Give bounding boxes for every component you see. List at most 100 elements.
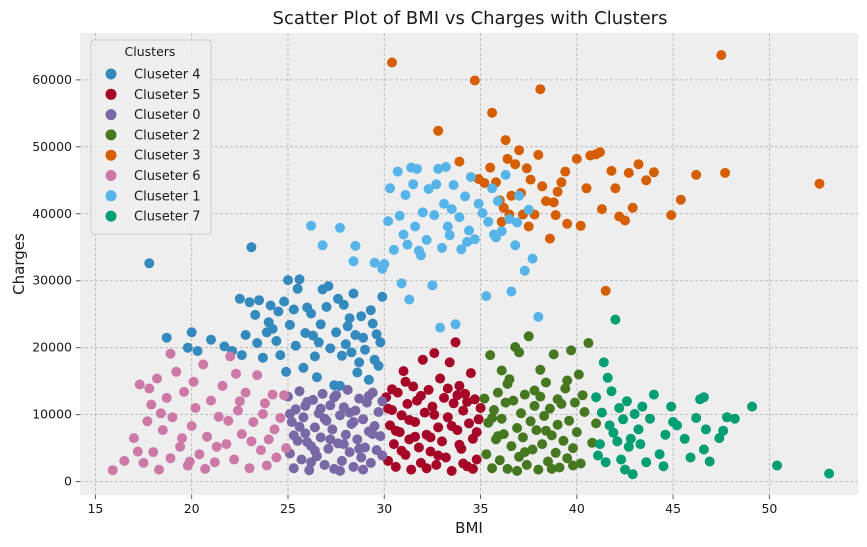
scatter-point xyxy=(544,403,555,414)
scatter-point xyxy=(623,441,634,452)
scatter-point xyxy=(209,457,220,468)
scatter-point xyxy=(413,442,424,453)
scatter-point xyxy=(444,357,455,368)
scatter-point xyxy=(410,221,421,232)
scatter-point xyxy=(456,244,467,255)
y-tick-label: 20000 xyxy=(32,340,72,355)
scatter-point xyxy=(587,437,598,448)
scatter-point xyxy=(729,413,740,424)
scatter-point xyxy=(591,392,602,403)
scatter-point xyxy=(465,368,476,379)
scatter-point xyxy=(533,311,544,322)
scatter-point xyxy=(294,274,305,285)
scatter-point xyxy=(467,463,478,474)
scatter-point xyxy=(552,394,563,405)
scatter-point xyxy=(182,342,193,353)
scatter-point xyxy=(415,390,426,401)
scatter-point xyxy=(338,439,349,450)
scatter-point xyxy=(429,348,440,359)
scatter-point xyxy=(598,357,609,368)
scatter-point xyxy=(244,297,255,308)
scatter-point xyxy=(473,414,484,425)
scatter-point xyxy=(298,362,309,373)
scatter-point xyxy=(535,84,546,95)
scatter-point xyxy=(824,468,835,479)
scatter-point xyxy=(433,163,444,174)
scatter-point xyxy=(454,380,465,391)
scatter-point xyxy=(552,186,563,197)
scatter-point xyxy=(375,431,386,442)
y-tick-label: 10000 xyxy=(32,407,72,422)
scatter-point xyxy=(469,234,480,245)
scatter-point xyxy=(510,240,521,251)
series-group xyxy=(381,337,486,476)
scatter-point xyxy=(544,233,555,244)
scatter-point xyxy=(569,397,580,408)
scatter-point xyxy=(107,465,118,476)
scatter-point xyxy=(814,178,825,189)
y-tick-label: 30000 xyxy=(32,273,72,288)
scatter-point xyxy=(523,331,534,342)
scatter-point xyxy=(541,425,551,436)
legend-box xyxy=(90,39,212,235)
scatter-point xyxy=(417,354,428,365)
scatter-point xyxy=(429,210,440,221)
scatter-point xyxy=(388,244,399,255)
scatter-point xyxy=(464,225,474,236)
scatter-point xyxy=(219,341,230,352)
scatter-point xyxy=(440,452,451,463)
scatter-point xyxy=(348,461,359,472)
scatter-point xyxy=(236,350,247,361)
scatter-point xyxy=(596,407,607,418)
scatter-point xyxy=(377,291,388,302)
scatter-point xyxy=(433,422,444,433)
scatter-point xyxy=(469,75,480,86)
scatter-point xyxy=(336,455,347,466)
scatter-point xyxy=(284,409,295,419)
x-tick-label: 30 xyxy=(376,501,392,516)
scatter-point xyxy=(419,407,430,418)
scatter-point xyxy=(354,357,365,368)
scatter-point xyxy=(514,190,525,201)
scatter-point xyxy=(300,328,311,338)
x-tick-label: 40 xyxy=(569,501,585,516)
scatter-point xyxy=(535,364,546,375)
scatter-point xyxy=(319,413,330,424)
scatter-point xyxy=(400,190,411,200)
scatter-point xyxy=(458,405,469,416)
scatter-point xyxy=(691,169,702,180)
scatter-point xyxy=(144,383,155,394)
scatter-point xyxy=(165,348,176,359)
scatter-point xyxy=(637,401,648,412)
scatter-point xyxy=(358,332,369,343)
legend-marker xyxy=(105,210,117,222)
scatter-point xyxy=(531,425,542,436)
scatter-point xyxy=(192,346,203,356)
scatter-point xyxy=(427,401,438,412)
scatter-point xyxy=(369,421,380,431)
scatter-point xyxy=(425,446,436,457)
scatter-point xyxy=(319,459,330,470)
scatter-point xyxy=(281,443,292,454)
scatter-point xyxy=(440,161,451,172)
scatter-point xyxy=(433,125,444,136)
scatter-point xyxy=(460,388,471,399)
scatter-point xyxy=(161,392,172,403)
scatter-point xyxy=(273,306,284,317)
scatter-point xyxy=(439,392,449,403)
scatter-point xyxy=(527,253,538,264)
scatter-point xyxy=(704,456,715,467)
scatter-point xyxy=(700,424,711,435)
scatter-point xyxy=(119,455,130,466)
scatter-point xyxy=(523,204,534,215)
scatter-point xyxy=(250,309,261,320)
scatter-point xyxy=(335,380,345,391)
scatter-point xyxy=(506,286,517,297)
scatter-point xyxy=(492,387,503,398)
scatter-point xyxy=(429,409,440,420)
scatter-point xyxy=(365,305,376,316)
scatter-point xyxy=(529,400,540,411)
scatter-point xyxy=(396,410,407,421)
legend-marker xyxy=(105,129,117,141)
scatter-point xyxy=(691,413,702,423)
